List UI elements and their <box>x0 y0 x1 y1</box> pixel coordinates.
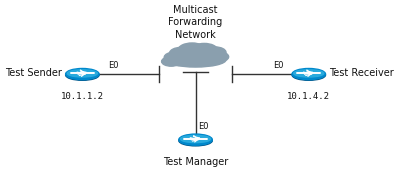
Ellipse shape <box>165 52 226 67</box>
Ellipse shape <box>294 70 324 77</box>
Ellipse shape <box>65 70 99 80</box>
Ellipse shape <box>170 47 194 59</box>
Ellipse shape <box>178 43 206 57</box>
Text: 10.1.4.2: 10.1.4.2 <box>287 92 330 101</box>
Text: Test Sender: Test Sender <box>5 68 62 78</box>
Ellipse shape <box>162 57 181 66</box>
Ellipse shape <box>292 70 326 80</box>
Ellipse shape <box>179 135 212 146</box>
Text: 10.1.1.2: 10.1.1.2 <box>61 92 104 101</box>
Ellipse shape <box>164 52 185 62</box>
Text: Test Receiver: Test Receiver <box>329 68 394 78</box>
Text: E0: E0 <box>108 61 118 70</box>
Ellipse shape <box>67 70 97 77</box>
Ellipse shape <box>208 52 229 62</box>
Ellipse shape <box>65 69 99 80</box>
Ellipse shape <box>179 134 212 145</box>
Text: E0: E0 <box>198 122 209 131</box>
Ellipse shape <box>180 135 211 143</box>
Text: Test Manager: Test Manager <box>163 157 228 167</box>
Text: Multicast
Forwarding
Network: Multicast Forwarding Network <box>168 5 223 40</box>
Ellipse shape <box>292 69 326 80</box>
Text: E0: E0 <box>273 61 283 70</box>
Ellipse shape <box>203 47 226 58</box>
Ellipse shape <box>191 44 217 56</box>
